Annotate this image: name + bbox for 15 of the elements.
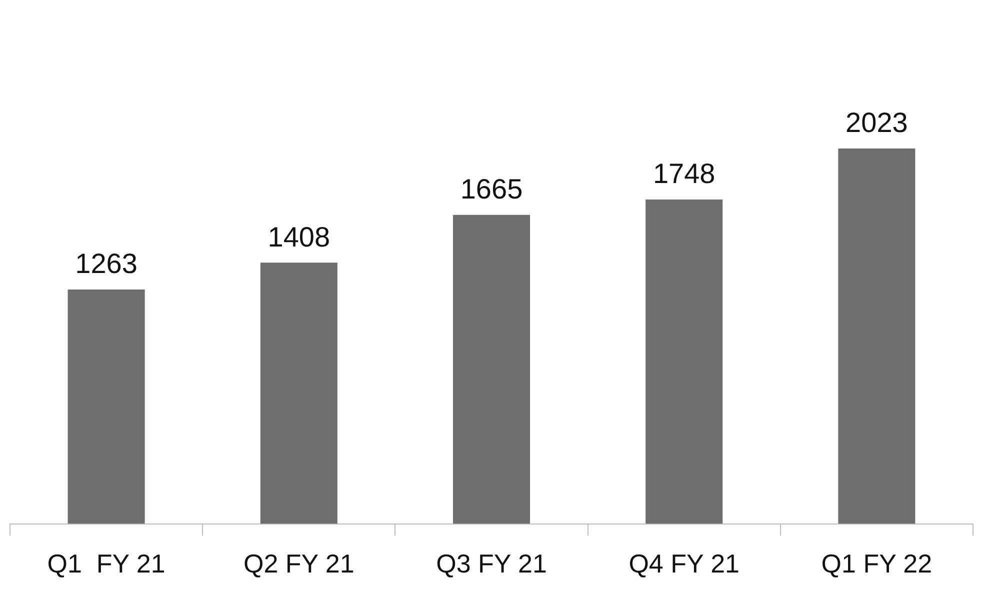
- data-label: 1263: [75, 248, 138, 280]
- x-tick-label: Q2 FY 21: [243, 548, 354, 579]
- bar: [646, 200, 723, 524]
- bar: [838, 148, 916, 524]
- x-tick-label: Q1 FY 22: [821, 548, 932, 579]
- data-label: 2023: [846, 107, 908, 138]
- x-tick-label: Q4 FY 21: [628, 548, 740, 579]
- x-tick-label: Q3 FY 21: [436, 548, 547, 579]
- data-label: 1665: [460, 174, 523, 205]
- x-tick-label: Q1 FY 21: [47, 548, 166, 579]
- data-label: 1408: [268, 221, 330, 252]
- bar: [68, 289, 145, 524]
- bar: [452, 214, 530, 524]
- bar: [260, 262, 338, 524]
- data-label: 1748: [652, 158, 716, 190]
